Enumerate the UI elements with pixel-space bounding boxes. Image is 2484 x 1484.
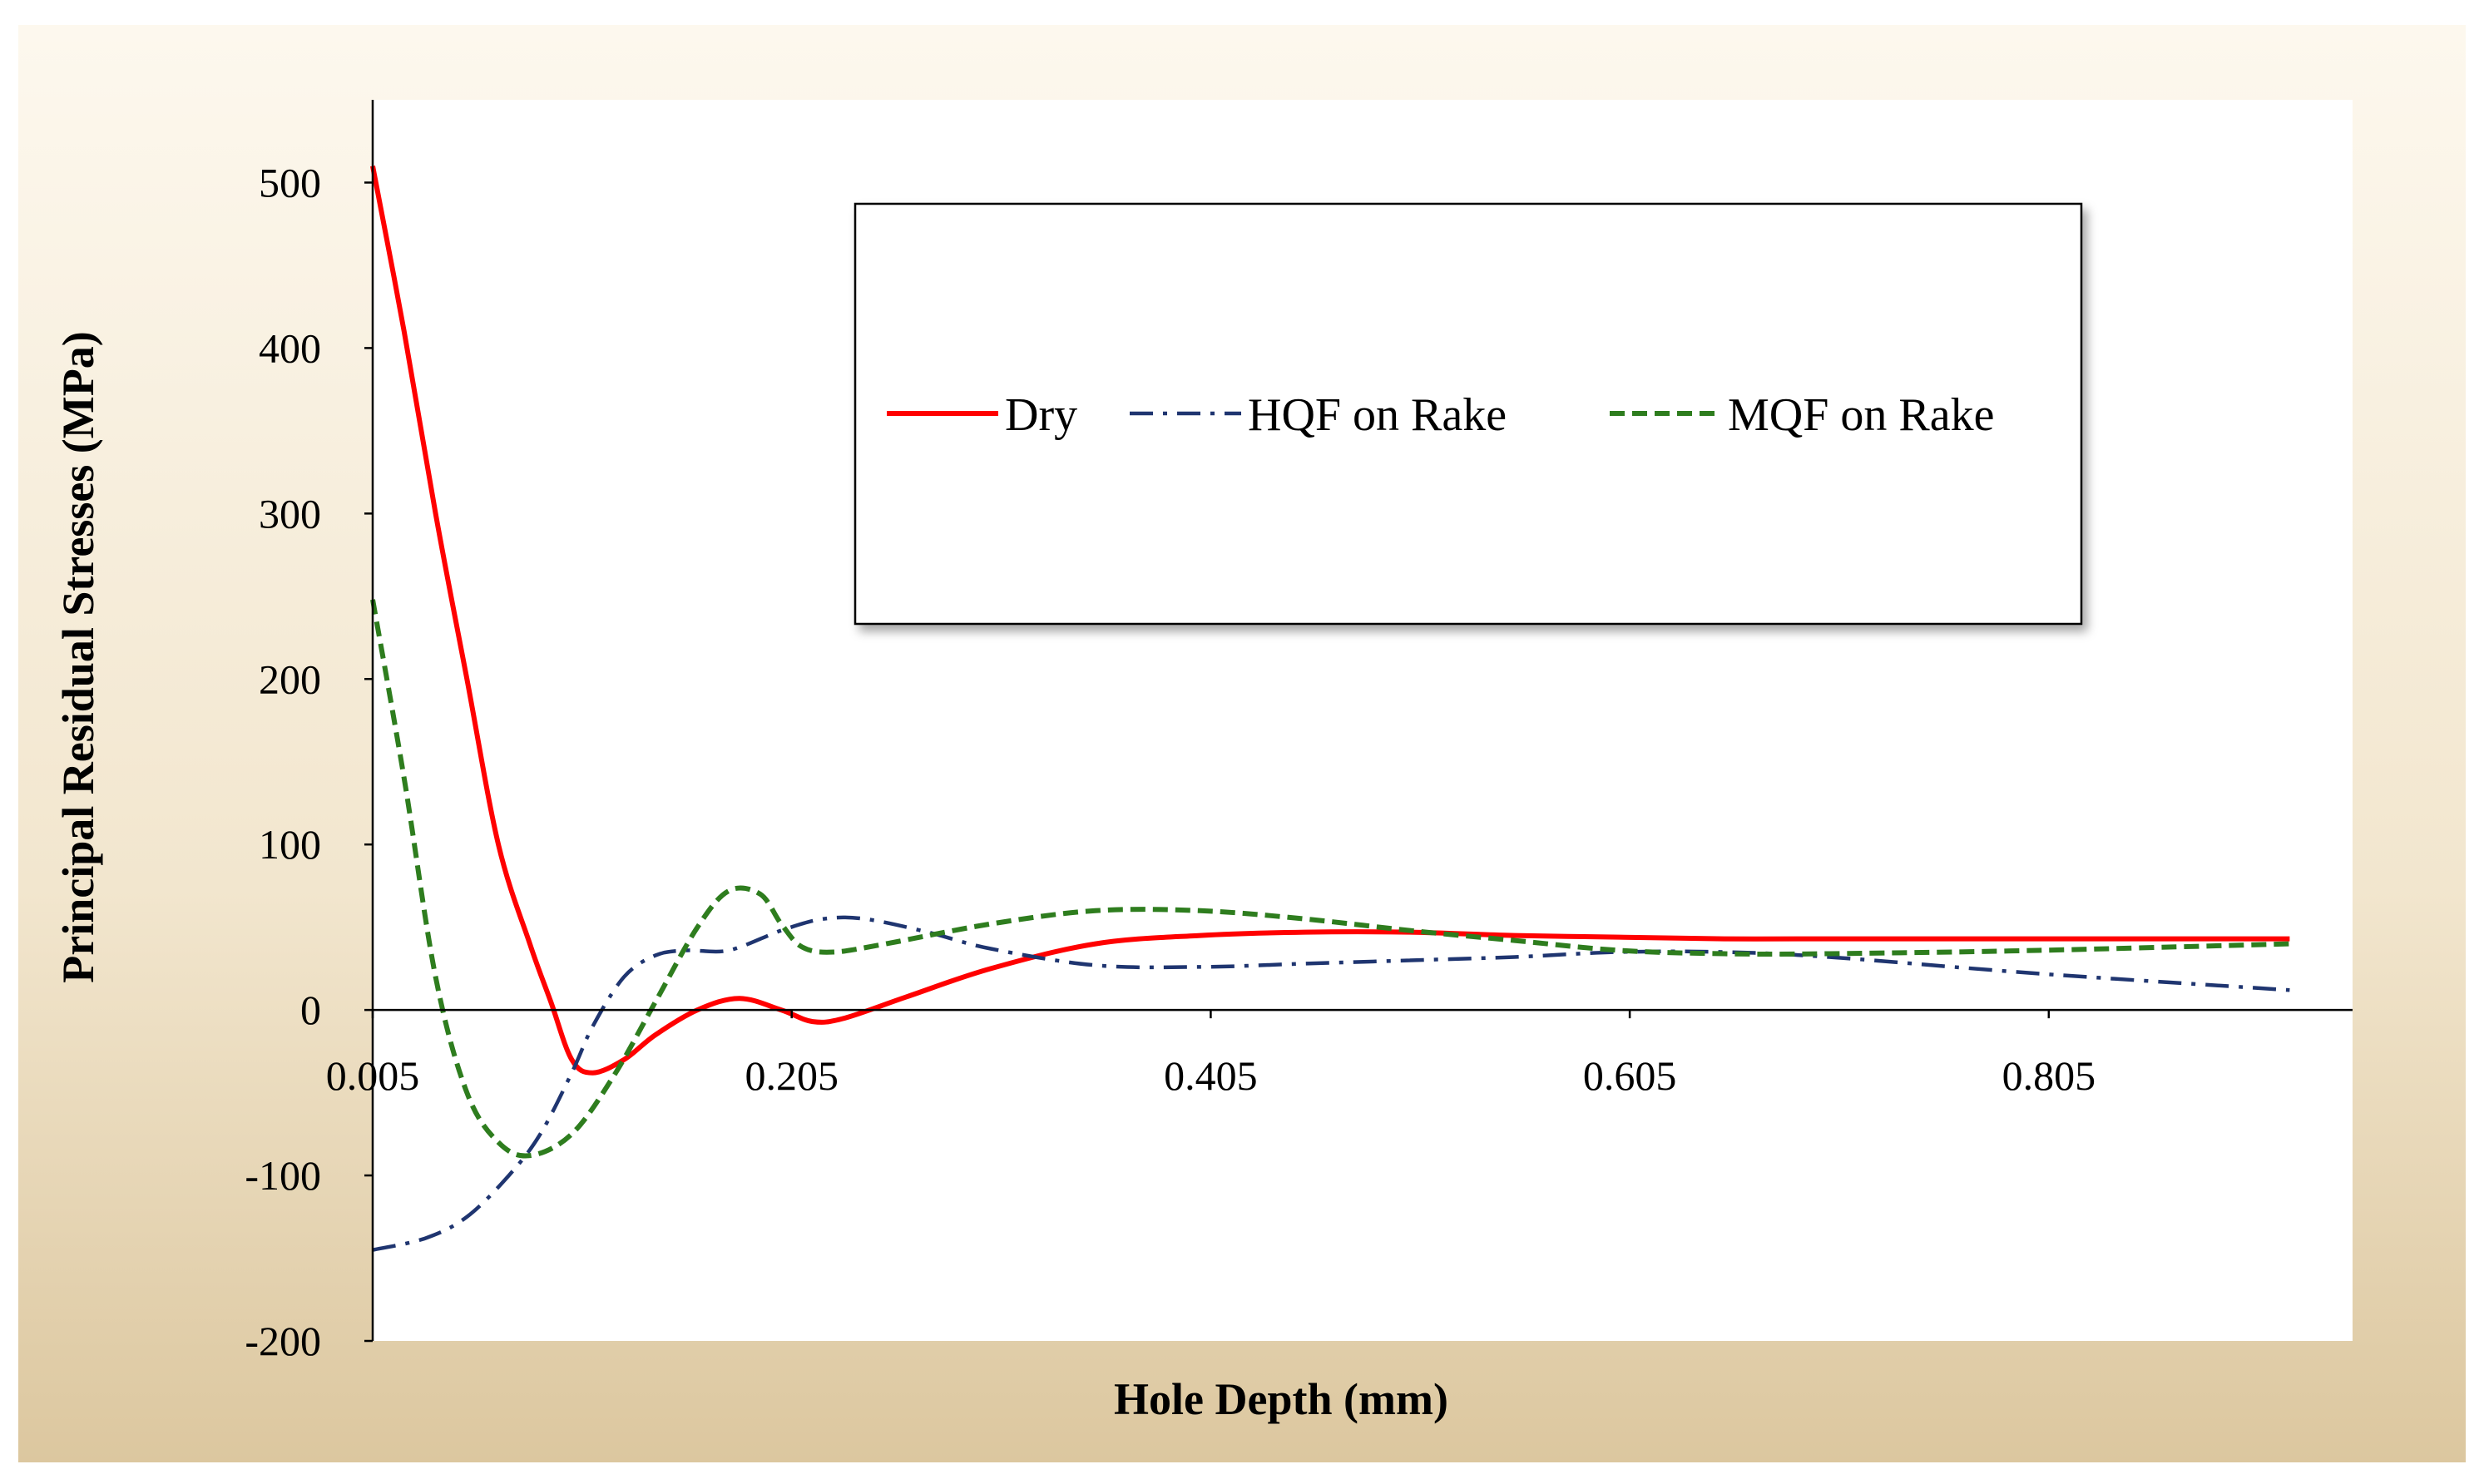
y-tick-label: 0 [300, 987, 321, 1033]
y-tick-label: 500 [259, 159, 321, 205]
legend-label: MQF on Rake [1728, 389, 1994, 441]
legend: Dry HQF on Rake MQF on Rake [854, 202, 2083, 626]
legend-box [854, 202, 2083, 626]
x-tick-label: 0.405 [1164, 1052, 1258, 1099]
axes-layer [371, 100, 2353, 1341]
series-line-mqf-on-rake [370, 599, 2290, 1159]
series-line-dry [370, 166, 2290, 1076]
x-tick-label: 0.205 [745, 1052, 839, 1099]
x-tick-label: 0.605 [1583, 1052, 1677, 1099]
legend-label: Dry [1005, 389, 1077, 441]
y-tick-labels: -200 -100 0 100 200 300 400 500 [245, 159, 373, 1364]
series-layer [370, 166, 2290, 1252]
y-tick-label: 400 [259, 324, 321, 371]
y-axis-title: Principal Residual Stresses (MPa) [53, 331, 103, 982]
x-tick-label: 0.805 [2002, 1052, 2096, 1099]
legend-items: Dry HQF on Rake MQF on Rake [887, 389, 1994, 441]
y-tick-label: 200 [259, 655, 321, 702]
x-tick-label: 0.005 [326, 1052, 420, 1099]
x-axis-title: Hole Depth (mm) [1114, 1374, 1448, 1424]
y-tick-label: -200 [245, 1318, 321, 1364]
y-tick-label: 100 [259, 821, 321, 868]
y-tick-label: -100 [245, 1152, 321, 1199]
y-tick-label: 300 [259, 490, 321, 537]
legend-label: HQF on Rake [1248, 389, 1507, 441]
x-tick-labels: 0.005 0.205 0.405 0.605 0.805 [326, 1010, 2096, 1099]
